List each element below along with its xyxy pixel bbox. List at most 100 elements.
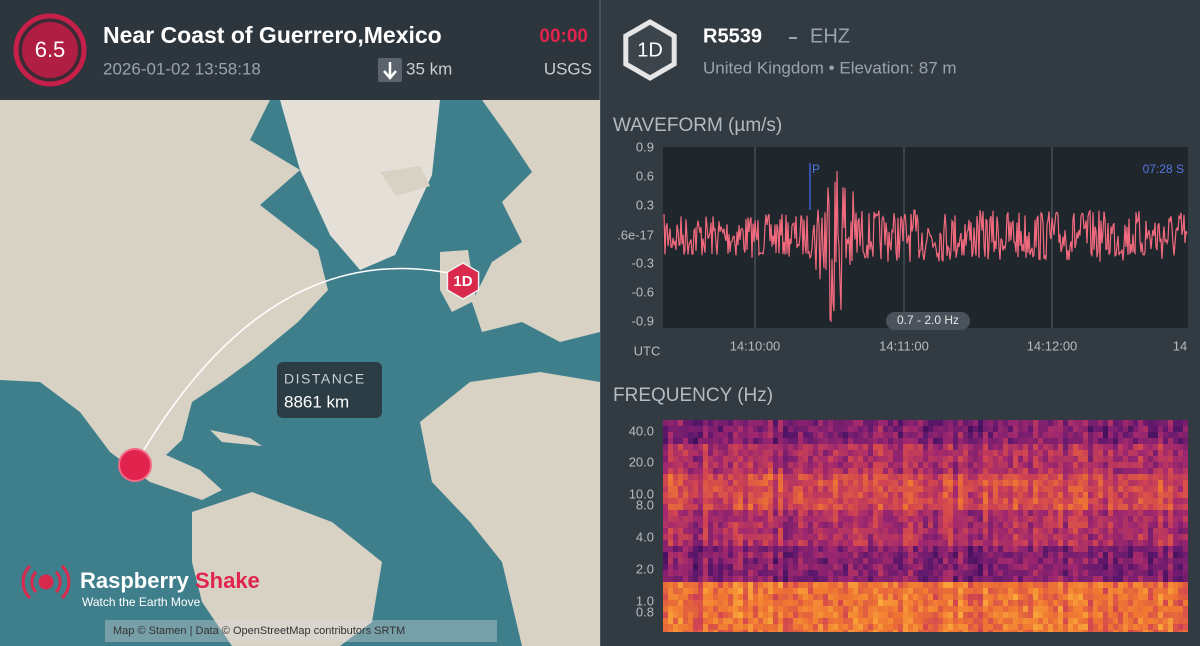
spectrogram-cell xyxy=(1088,546,1093,552)
spectrogram-cell xyxy=(743,492,748,498)
spectrogram-cell xyxy=(748,630,753,632)
spectrogram-cell xyxy=(918,588,923,594)
spectrogram-cell xyxy=(673,426,678,432)
spectrogram-cell xyxy=(1028,492,1033,498)
spectrogram-cell xyxy=(968,432,973,438)
spectrogram-cell xyxy=(718,486,723,492)
spectrogram-cell xyxy=(998,558,1003,564)
spectrogram-cell xyxy=(923,504,928,510)
spectrogram-cell xyxy=(718,582,723,588)
spectrogram-cell xyxy=(798,468,803,474)
spectrogram-cell xyxy=(683,594,688,600)
spectrogram-cell xyxy=(788,624,793,630)
spectrogram-cell xyxy=(718,600,723,606)
spectrogram-cell xyxy=(878,468,883,474)
spectrogram-cell xyxy=(828,420,833,426)
spectrogram-cell xyxy=(953,492,958,498)
spectrogram-cell xyxy=(863,516,868,522)
spectrogram-cell xyxy=(1088,600,1093,606)
spectrogram-cell xyxy=(1148,624,1153,630)
station-marker[interactable] xyxy=(446,262,480,300)
spectrogram-cell xyxy=(763,456,768,462)
spectrogram-cell xyxy=(793,582,798,588)
spectrogram-cell xyxy=(853,534,858,540)
spectrogram-cell xyxy=(1168,582,1173,588)
spectrogram-cell xyxy=(958,570,963,576)
spectrogram-cell xyxy=(943,606,948,612)
spectrogram-cell xyxy=(753,576,758,582)
spectrogram-cell xyxy=(1103,486,1108,492)
spectrogram-cell xyxy=(1043,558,1048,564)
spectrogram-cell xyxy=(808,534,813,540)
spectrogram-cell xyxy=(1178,534,1183,540)
spectrogram-cell xyxy=(708,540,713,546)
station-badge-label: 1D xyxy=(637,39,663,61)
spectrogram-cell xyxy=(973,480,978,486)
spectrogram-cell xyxy=(978,504,983,510)
spectrogram-cell xyxy=(718,498,723,504)
spectrogram-cell xyxy=(773,558,778,564)
spectrogram-cell xyxy=(783,594,788,600)
spectrogram-cell xyxy=(848,546,853,552)
spectrogram-cell xyxy=(1183,582,1188,588)
spectrogram-cell xyxy=(693,510,698,516)
spectrogram-cell xyxy=(1108,480,1113,486)
spectrogram-cell xyxy=(753,474,758,480)
spectrogram-cell xyxy=(898,618,903,624)
spectrogram-cell xyxy=(963,468,968,474)
spectrogram-cell xyxy=(1113,492,1118,498)
spectrogram-cell xyxy=(873,600,878,606)
spectrogram-cell xyxy=(1058,582,1063,588)
spectrogram-cell xyxy=(1048,426,1053,432)
spectrogram-cell xyxy=(1073,462,1078,468)
spectrogram-cell xyxy=(1068,450,1073,456)
spectrogram-cell xyxy=(983,570,988,576)
spectrogram-cell xyxy=(1173,582,1178,588)
spectrogram-cell xyxy=(928,498,933,504)
spectrogram-cell xyxy=(903,420,908,426)
spectrogram-cell xyxy=(903,528,908,534)
spectrogram-cell xyxy=(1038,474,1043,480)
spectrogram-cell xyxy=(903,600,908,606)
spectrogram-cell xyxy=(1033,594,1038,600)
spectrogram-cell xyxy=(798,612,803,618)
spectrogram-cell xyxy=(893,480,898,486)
spectrogram-cell xyxy=(813,564,818,570)
spectrogram-cell xyxy=(833,420,838,426)
spectrogram-cell xyxy=(778,594,783,600)
spectrogram-cell xyxy=(903,558,908,564)
wf-y-label: 0.6 xyxy=(636,168,654,183)
spectrogram-cell xyxy=(1108,606,1113,612)
spectrogram-cell xyxy=(1108,474,1113,480)
spectrogram-cell xyxy=(918,528,923,534)
spectrogram-cell xyxy=(923,474,928,480)
spectrogram-cell xyxy=(1038,540,1043,546)
map-attribution[interactable]: Map © Stamen | Data © OpenStreetMap cont… xyxy=(113,625,405,637)
spectrogram-cell xyxy=(828,444,833,450)
spectrogram-cell xyxy=(1058,420,1063,426)
spectrogram-cell xyxy=(908,468,913,474)
spectrogram-cell xyxy=(908,600,913,606)
spectrogram-cell xyxy=(1133,438,1138,444)
spectrogram-cell xyxy=(1123,570,1128,576)
spectrogram-cell xyxy=(988,456,993,462)
spectrogram-cell xyxy=(958,618,963,624)
spectrogram-cell xyxy=(978,468,983,474)
spectrogram-cell xyxy=(808,510,813,516)
spectrogram-cell xyxy=(758,456,763,462)
spectrogram-cell xyxy=(833,486,838,492)
spectrogram-cell xyxy=(688,510,693,516)
spectrogram-cell xyxy=(1113,462,1118,468)
spectrogram-cell xyxy=(888,420,893,426)
spectrogram-cell xyxy=(973,588,978,594)
spectrogram-cell xyxy=(1043,552,1048,558)
spectrogram-cell xyxy=(823,450,828,456)
spectrogram-cell xyxy=(908,474,913,480)
spectrogram-cell xyxy=(748,582,753,588)
spectrogram-cell xyxy=(1073,570,1078,576)
spectrogram-cell xyxy=(1018,594,1023,600)
spectrogram-cell xyxy=(683,588,688,594)
spectrogram-cell xyxy=(983,534,988,540)
spectrogram-cell xyxy=(743,564,748,570)
spectrogram-cell xyxy=(1058,576,1063,582)
